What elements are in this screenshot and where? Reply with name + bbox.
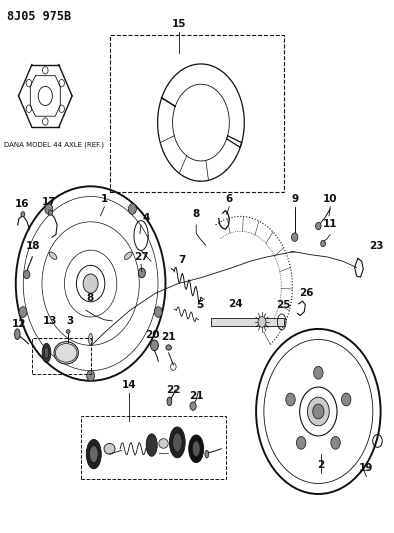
Circle shape	[292, 233, 298, 241]
Circle shape	[321, 240, 325, 247]
Text: 22: 22	[166, 385, 180, 395]
Text: 26: 26	[299, 288, 314, 298]
Text: 4: 4	[142, 213, 149, 223]
Text: 24: 24	[228, 299, 243, 309]
Circle shape	[314, 366, 323, 379]
Text: 18: 18	[26, 240, 41, 251]
Text: 15: 15	[172, 19, 186, 29]
Ellipse shape	[307, 397, 329, 426]
Circle shape	[138, 268, 145, 278]
Text: 5: 5	[197, 300, 204, 310]
Circle shape	[19, 306, 27, 317]
Text: 14: 14	[122, 380, 137, 390]
Text: 25: 25	[276, 300, 290, 310]
Ellipse shape	[192, 441, 200, 457]
Circle shape	[296, 437, 306, 449]
Circle shape	[21, 212, 25, 217]
Text: 21: 21	[189, 391, 203, 401]
Ellipse shape	[313, 404, 324, 419]
Circle shape	[128, 204, 136, 214]
Ellipse shape	[173, 433, 182, 452]
Ellipse shape	[189, 435, 204, 463]
Bar	[81, 416, 226, 479]
Ellipse shape	[167, 397, 172, 406]
Circle shape	[342, 393, 351, 406]
Text: 9: 9	[291, 193, 298, 204]
Circle shape	[316, 222, 321, 230]
Circle shape	[151, 340, 158, 351]
Bar	[211, 318, 284, 326]
Text: 23: 23	[369, 240, 383, 251]
Text: 6: 6	[226, 193, 233, 204]
Circle shape	[286, 393, 295, 406]
Text: 21: 21	[162, 332, 176, 342]
Ellipse shape	[83, 274, 98, 293]
Text: 11: 11	[323, 219, 337, 229]
Ellipse shape	[89, 446, 98, 463]
Text: 10: 10	[323, 193, 337, 204]
Ellipse shape	[15, 329, 20, 340]
Ellipse shape	[125, 252, 132, 260]
Circle shape	[45, 204, 53, 214]
Ellipse shape	[44, 347, 49, 359]
Circle shape	[87, 370, 95, 381]
Text: 8J05 975B: 8J05 975B	[7, 10, 71, 22]
Text: 7: 7	[178, 255, 186, 265]
Ellipse shape	[169, 427, 185, 458]
Ellipse shape	[205, 450, 209, 458]
Text: 17: 17	[42, 197, 57, 207]
Ellipse shape	[49, 252, 57, 260]
Ellipse shape	[159, 439, 168, 448]
Text: 1: 1	[101, 193, 108, 204]
Ellipse shape	[166, 345, 171, 350]
Circle shape	[258, 317, 266, 327]
Ellipse shape	[42, 343, 51, 362]
Circle shape	[331, 437, 340, 449]
Ellipse shape	[66, 329, 70, 334]
Circle shape	[154, 306, 162, 317]
Circle shape	[190, 402, 196, 410]
Text: 3: 3	[67, 316, 74, 326]
Ellipse shape	[104, 443, 115, 454]
Text: DANA MODEL 44 AXLE (REF.): DANA MODEL 44 AXLE (REF.)	[4, 141, 104, 148]
Text: 19: 19	[359, 463, 374, 473]
Ellipse shape	[146, 434, 157, 456]
Circle shape	[24, 270, 30, 279]
Text: 27: 27	[134, 252, 149, 262]
Ellipse shape	[86, 439, 101, 469]
Text: 12: 12	[12, 319, 26, 329]
Ellipse shape	[89, 334, 93, 345]
Circle shape	[48, 210, 52, 215]
Ellipse shape	[54, 342, 78, 364]
Text: 2: 2	[318, 460, 325, 470]
Text: 8: 8	[193, 208, 200, 219]
Text: 8: 8	[86, 293, 93, 303]
Text: 16: 16	[15, 199, 29, 209]
Text: 20: 20	[146, 330, 160, 340]
Bar	[32, 338, 91, 374]
Bar	[110, 35, 284, 192]
Text: 13: 13	[43, 316, 58, 326]
